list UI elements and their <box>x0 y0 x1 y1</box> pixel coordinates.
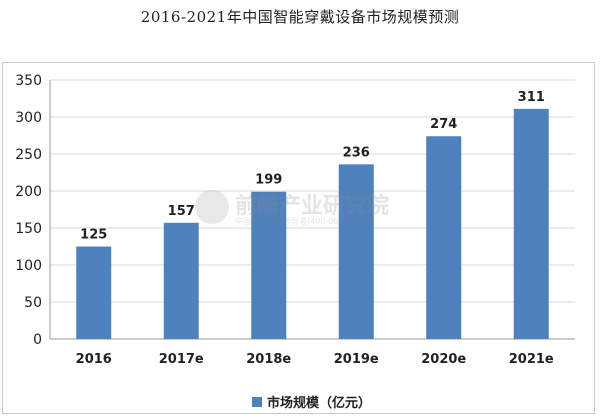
bar <box>163 222 199 339</box>
y-tick-label: 50 <box>24 295 42 311</box>
data-label: 311 <box>518 90 545 105</box>
chart-legend: 市场规模（亿元） <box>252 392 371 411</box>
y-tick-label: 150 <box>15 221 42 237</box>
x-tick-label: 2016 <box>76 352 112 367</box>
x-tick-label: 2017e <box>159 352 204 367</box>
data-label: 125 <box>80 228 107 243</box>
y-tick-label: 200 <box>15 184 42 200</box>
bar <box>513 108 549 339</box>
data-label: 157 <box>168 204 195 219</box>
chart-title: 2016-2021年中国智能穿戴设备市场规模预测 <box>140 8 460 26</box>
y-tick-label: 100 <box>15 258 42 274</box>
y-tick-label: 300 <box>15 110 42 126</box>
y-tick-label: 250 <box>15 147 42 163</box>
data-label: 199 <box>255 173 282 188</box>
bar <box>251 191 287 339</box>
chart-frame <box>2 62 595 414</box>
legend-label: 市场规模（亿元） <box>267 396 372 411</box>
y-tick-label: 0 <box>33 332 42 348</box>
y-tick-label: 350 <box>15 73 42 89</box>
bar <box>338 164 374 339</box>
data-label: 274 <box>430 117 457 132</box>
x-tick-label: 2020e <box>421 352 466 367</box>
x-tick-label: 2021e <box>509 352 554 367</box>
data-label: 236 <box>343 145 370 160</box>
x-tick-label: 2018e <box>246 352 291 367</box>
legend-swatch <box>252 396 262 407</box>
bar <box>76 246 112 339</box>
x-tick-label: 2019e <box>334 352 379 367</box>
bar <box>426 136 462 339</box>
